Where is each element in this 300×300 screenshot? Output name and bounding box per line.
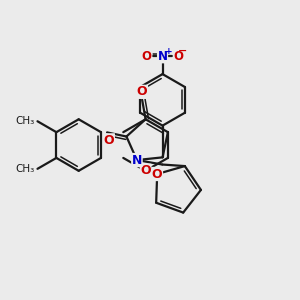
Text: −: − — [178, 46, 187, 56]
Text: O: O — [152, 167, 163, 181]
Text: O: O — [173, 50, 183, 63]
Text: +: + — [165, 47, 172, 56]
Text: N: N — [158, 50, 167, 63]
Text: O: O — [104, 134, 114, 147]
Text: O: O — [140, 164, 151, 177]
Text: CH₃: CH₃ — [15, 116, 34, 126]
Text: N: N — [132, 154, 142, 166]
Text: O: O — [137, 85, 148, 98]
Text: O: O — [142, 50, 152, 63]
Text: CH₃: CH₃ — [15, 164, 34, 174]
